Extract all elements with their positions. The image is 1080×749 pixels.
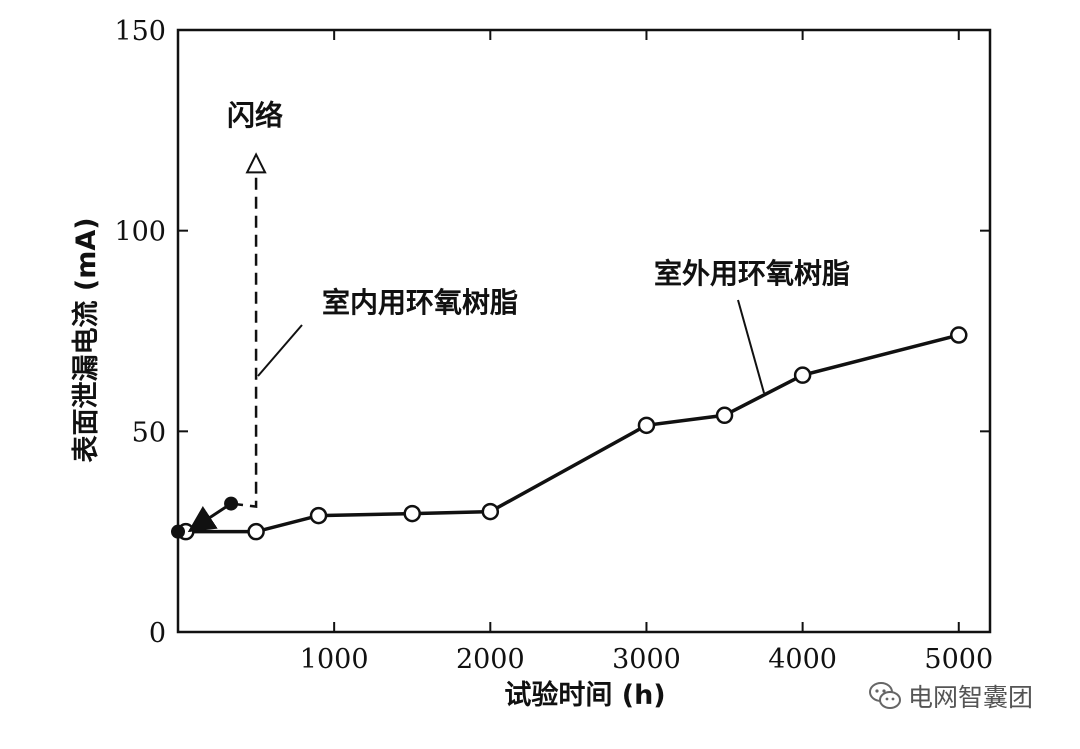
indoor-arrow-line xyxy=(187,502,232,533)
y-tick-label: 50 xyxy=(132,417,166,448)
data-point-indoor xyxy=(171,524,185,539)
data-point-outdoor xyxy=(637,416,656,435)
data-point-outdoor xyxy=(481,502,500,521)
x-tick-label: 3000 xyxy=(612,644,681,675)
data-point-outdoor xyxy=(793,366,812,384)
y-tick-label: 100 xyxy=(114,217,166,248)
data-point-outdoor xyxy=(247,522,265,541)
x-tick-label: 1000 xyxy=(300,644,369,675)
watermark-text: 电网智囊团 xyxy=(908,683,1034,712)
data-point-outdoor xyxy=(715,406,734,425)
data-point-indoor xyxy=(224,496,239,511)
y-axis-label: 表面泄漏电流 (mA) xyxy=(71,217,102,462)
outdoor-leader-line xyxy=(737,299,765,394)
series-line-outdoor xyxy=(185,333,960,534)
indoor-leader-line xyxy=(257,324,303,377)
plot-frame xyxy=(176,28,992,634)
watermark: 电网智囊团 xyxy=(868,676,1033,716)
x-tick-label: 5000 xyxy=(924,644,993,675)
data-point-outdoor xyxy=(309,506,328,525)
flashover-arrowhead xyxy=(245,152,267,174)
data-point-outdoor xyxy=(950,326,968,344)
x-tick-label: 2000 xyxy=(456,644,525,675)
indoor-resin-label: 室内用环氧树脂 xyxy=(322,286,518,319)
x-axis-label: 试验时间 (h) xyxy=(504,679,665,711)
y-tick-label: 0 xyxy=(149,618,166,649)
flashover-label: 闪络 xyxy=(227,99,283,132)
series-line-indoor-dashed xyxy=(230,170,258,508)
data-point-outdoor xyxy=(403,504,421,523)
wechat-icon xyxy=(869,682,901,709)
outdoor-resin-label: 室外用环氧树脂 xyxy=(654,257,850,290)
y-tick-label: 150 xyxy=(114,16,166,47)
x-tick-label: 4000 xyxy=(768,644,837,675)
